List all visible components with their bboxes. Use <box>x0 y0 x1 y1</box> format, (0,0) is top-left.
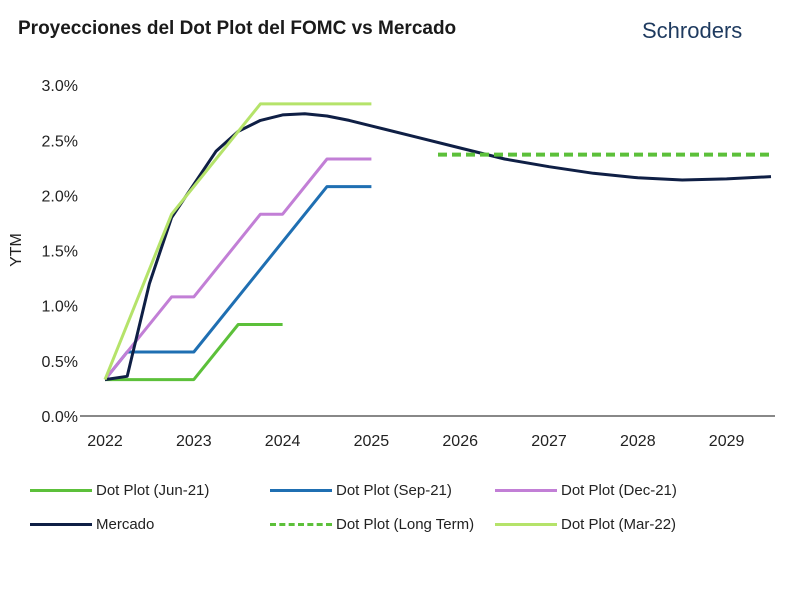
x-tick-label: 2023 <box>176 433 212 450</box>
series-line-dot-plot-mar-22 <box>103 102 372 381</box>
legend-swatch <box>495 523 557 526</box>
x-tick-label: 2025 <box>354 433 390 450</box>
legend-item: Dot Plot (Dec-21) <box>495 482 677 499</box>
x-tick-label: 2024 <box>265 433 301 450</box>
legend-swatch <box>30 489 92 492</box>
legend-item: Dot Plot (Long Term) <box>270 516 474 533</box>
x-tick-label: 2027 <box>531 433 567 450</box>
x-tick-label: 2026 <box>442 433 478 450</box>
legend-item: Dot Plot (Sep-21) <box>270 482 452 499</box>
legend-swatch <box>270 489 332 492</box>
y-tick-label: 0.0% <box>42 409 78 426</box>
x-tick-label: 2028 <box>620 433 656 450</box>
legend-label: Mercado <box>96 516 155 533</box>
legend-item: Dot Plot (Mar-22) <box>495 516 676 533</box>
series-line-dot-plot-jun-21 <box>105 323 283 382</box>
x-tick-label: 2022 <box>87 433 123 450</box>
legend-swatch <box>30 523 92 526</box>
y-tick-label: 0.5% <box>42 354 78 371</box>
brand-logo: Schroders <box>642 18 743 43</box>
legend-item: Dot Plot (Jun-21) <box>30 482 209 499</box>
y-tick-label: 1.5% <box>42 244 78 261</box>
legend-label: Dot Plot (Long Term) <box>336 516 475 533</box>
legend-item: Mercado <box>30 516 154 533</box>
legend-label: Dot Plot (Jun-21) <box>96 482 210 499</box>
chart-title: Proyecciones del Dot Plot del FOMC vs Me… <box>18 18 457 39</box>
legend-swatch <box>495 489 557 492</box>
y-tick-label: 3.0% <box>42 78 78 95</box>
series-line-dot-plot-dec-21 <box>103 157 372 381</box>
legend-swatch <box>270 523 332 526</box>
y-axis-label: YTM <box>8 233 25 267</box>
legend-label: Dot Plot (Dec-21) <box>561 482 677 499</box>
legend-label: Dot Plot (Mar-22) <box>561 516 677 533</box>
legend-label: Dot Plot (Sep-21) <box>336 482 452 499</box>
y-tick-label: 1.0% <box>42 299 78 316</box>
y-tick-label: 2.0% <box>42 188 78 205</box>
y-tick-label: 2.5% <box>42 133 78 150</box>
x-tick-label: 2029 <box>709 433 745 450</box>
